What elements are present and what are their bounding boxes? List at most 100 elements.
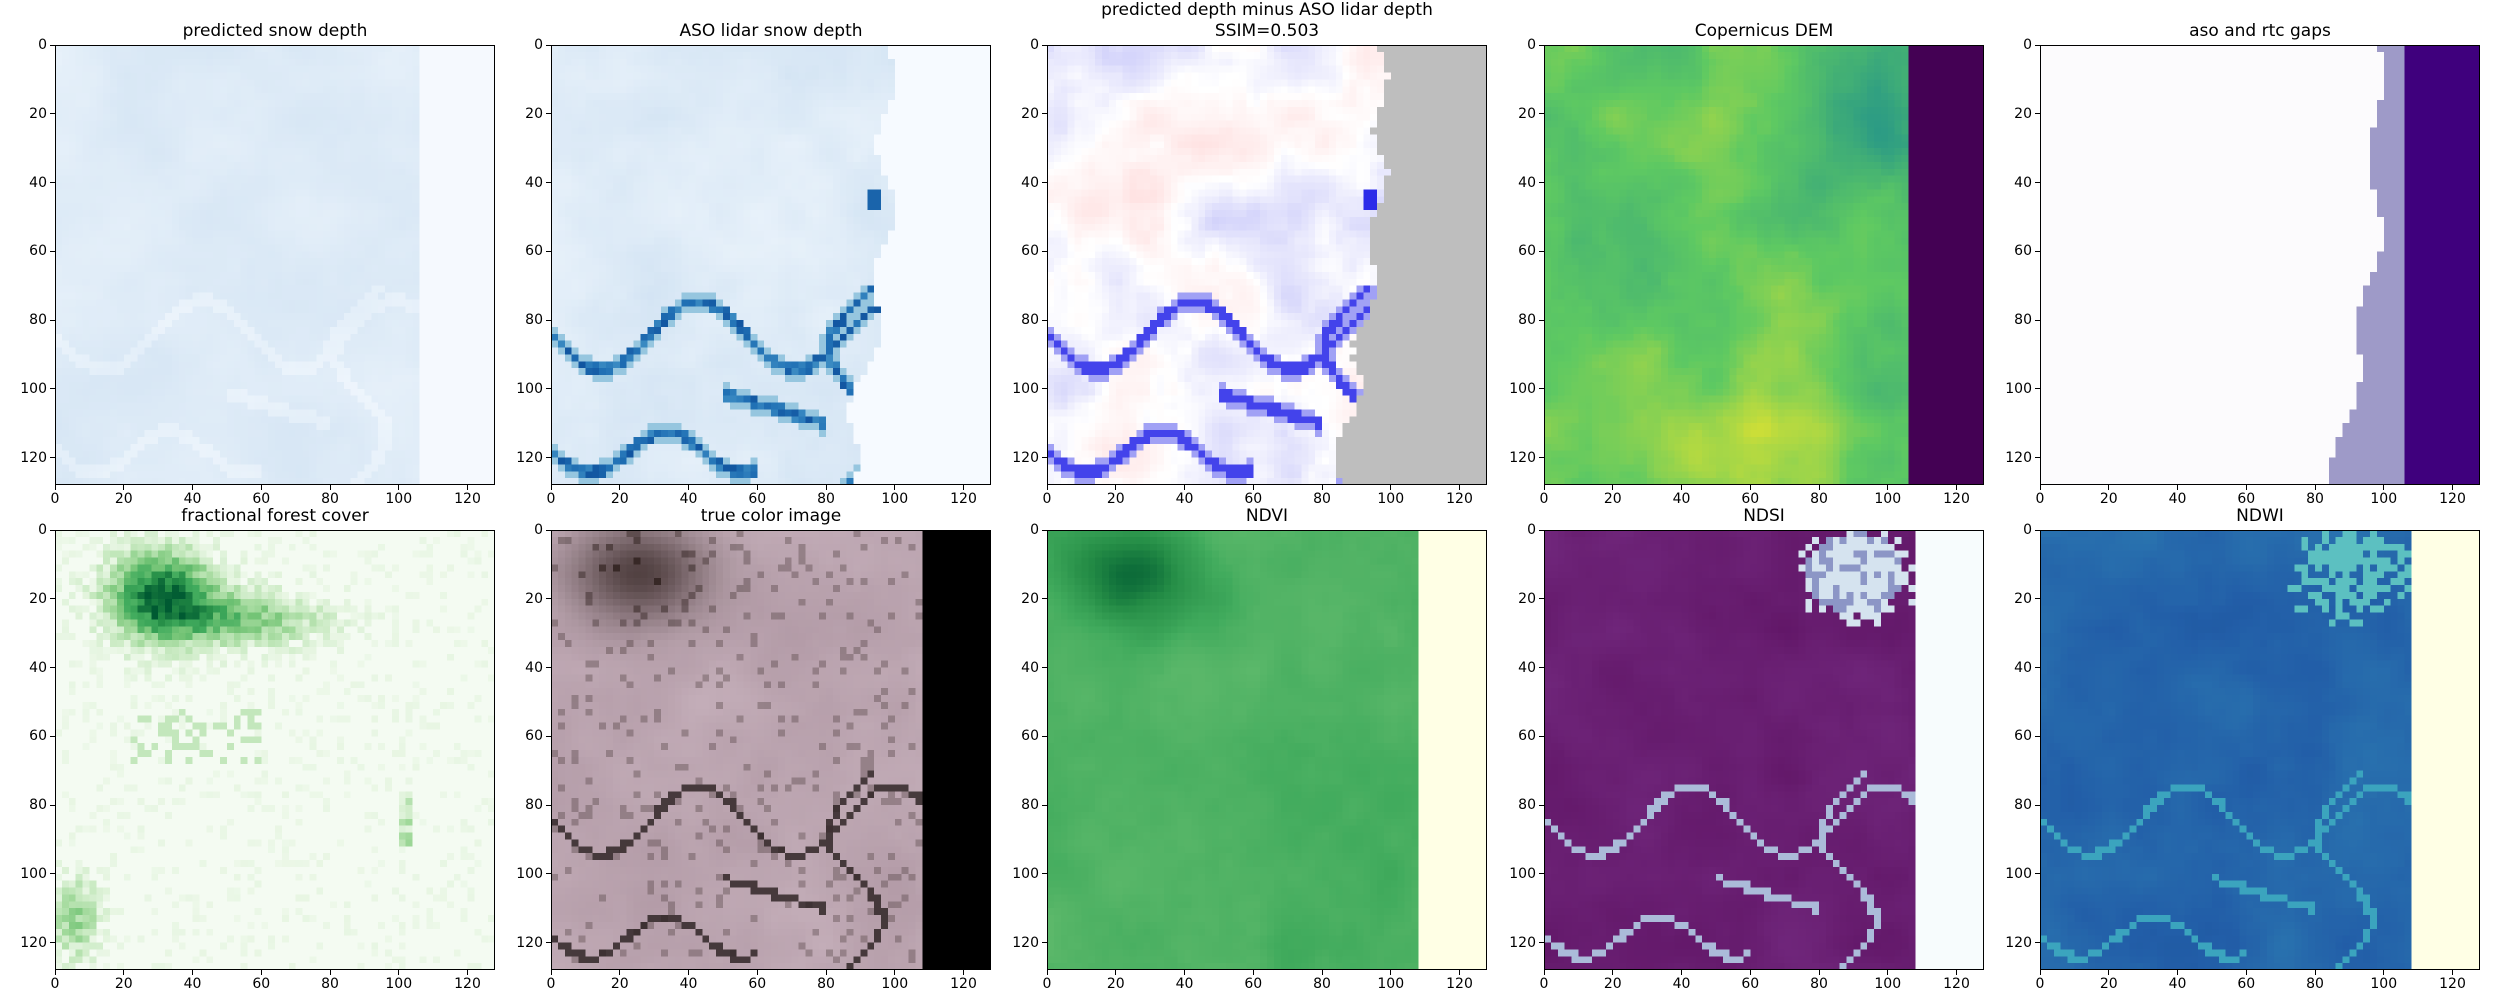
y-tick-label: 20 bbox=[1021, 592, 1039, 606]
y-tick-label: 120 bbox=[1509, 936, 1536, 950]
x-tick-label: 120 bbox=[1943, 492, 1970, 506]
x-tick-label: 20 bbox=[1107, 492, 1125, 506]
y-tick bbox=[2035, 182, 2040, 183]
x-tick-label: 120 bbox=[454, 492, 481, 506]
x-tick-label: 40 bbox=[1176, 977, 1194, 991]
y-tick-label: 100 bbox=[2005, 382, 2032, 396]
y-tick-label: 60 bbox=[1518, 244, 1536, 258]
y-tick bbox=[50, 113, 55, 115]
y-tick bbox=[546, 113, 551, 115]
x-tick-label: 0 bbox=[1540, 977, 1549, 991]
panel-aso-lidar-snow-depth bbox=[551, 45, 991, 485]
y-tick-label: 120 bbox=[516, 936, 543, 950]
x-tick bbox=[192, 485, 193, 490]
x-tick bbox=[1252, 970, 1254, 975]
x-tick bbox=[398, 970, 400, 975]
x-tick-label: 40 bbox=[184, 977, 202, 991]
x-tick bbox=[1543, 970, 1545, 975]
y-tick-label: 20 bbox=[29, 592, 47, 606]
x-tick bbox=[688, 485, 689, 490]
y-tick bbox=[1539, 182, 1544, 183]
y-tick bbox=[50, 319, 55, 321]
y-tick bbox=[546, 873, 551, 875]
x-tick-label: 120 bbox=[950, 977, 977, 991]
x-tick bbox=[2039, 485, 2041, 490]
x-tick bbox=[756, 485, 758, 490]
x-tick bbox=[2108, 485, 2110, 490]
heatmap-image bbox=[1544, 45, 1984, 485]
y-tick bbox=[50, 250, 55, 252]
x-tick-label: 120 bbox=[950, 492, 977, 506]
x-tick-label: 0 bbox=[1043, 977, 1052, 991]
x-tick-label: 120 bbox=[1943, 977, 1970, 991]
y-tick-label: 40 bbox=[1518, 661, 1536, 675]
x-tick-label: 20 bbox=[611, 492, 629, 506]
y-tick-label: 40 bbox=[1518, 176, 1536, 190]
x-tick bbox=[1115, 485, 1117, 490]
y-tick bbox=[1539, 529, 1544, 531]
y-tick bbox=[546, 804, 551, 806]
x-tick-label: 60 bbox=[2237, 492, 2255, 506]
x-tick-label: 20 bbox=[2100, 977, 2118, 991]
x-tick bbox=[1184, 970, 1185, 975]
y-tick-label: 60 bbox=[1021, 729, 1039, 743]
x-tick-label: 100 bbox=[2370, 977, 2397, 991]
y-tick-label: 20 bbox=[29, 107, 47, 121]
x-tick-label: 100 bbox=[1377, 492, 1404, 506]
y-tick-label: 20 bbox=[2014, 592, 2032, 606]
y-tick-label: 80 bbox=[525, 798, 543, 812]
y-tick bbox=[1042, 942, 1047, 943]
x-tick-label: 80 bbox=[1313, 977, 1331, 991]
y-tick bbox=[50, 457, 55, 458]
y-tick-label: 0 bbox=[1527, 38, 1536, 52]
panel-title: fractional forest cover bbox=[55, 506, 495, 526]
panel-aso-and-rtc-gaps bbox=[2040, 45, 2480, 485]
x-tick-label: 0 bbox=[2036, 492, 2045, 506]
y-tick bbox=[2035, 250, 2040, 252]
panel-title: aso and rtc gaps bbox=[2040, 21, 2480, 41]
y-tick bbox=[1042, 44, 1047, 46]
panel-title: true color image bbox=[551, 506, 991, 526]
x-tick bbox=[1956, 970, 1957, 975]
x-tick-label: 60 bbox=[748, 492, 766, 506]
x-tick-label: 60 bbox=[252, 977, 270, 991]
y-tick bbox=[1539, 804, 1544, 806]
x-tick bbox=[398, 485, 400, 490]
y-tick-label: 60 bbox=[525, 729, 543, 743]
y-tick-label: 80 bbox=[2014, 798, 2032, 812]
x-tick bbox=[2177, 485, 2178, 490]
y-tick bbox=[2035, 388, 2040, 390]
heatmap-image bbox=[551, 45, 991, 485]
y-tick bbox=[50, 598, 55, 600]
x-tick bbox=[550, 485, 552, 490]
y-tick-label: 40 bbox=[1021, 176, 1039, 190]
y-tick-label: 80 bbox=[29, 798, 47, 812]
x-tick bbox=[2245, 485, 2247, 490]
y-tick-label: 0 bbox=[38, 523, 47, 537]
y-tick-label: 20 bbox=[1021, 107, 1039, 121]
x-tick-label: 60 bbox=[748, 977, 766, 991]
y-tick bbox=[546, 598, 551, 600]
y-tick bbox=[2035, 735, 2040, 737]
y-tick-label: 120 bbox=[1012, 936, 1039, 950]
y-tick-label: 40 bbox=[2014, 661, 2032, 675]
y-tick bbox=[546, 44, 551, 46]
x-tick bbox=[467, 485, 468, 490]
y-tick-label: 100 bbox=[20, 867, 47, 881]
y-tick bbox=[2035, 942, 2040, 943]
x-tick bbox=[1390, 485, 1392, 490]
y-tick-label: 40 bbox=[29, 176, 47, 190]
y-tick-label: 120 bbox=[2005, 451, 2032, 465]
y-tick bbox=[546, 529, 551, 531]
y-tick bbox=[1539, 942, 1544, 943]
y-tick-label: 40 bbox=[29, 661, 47, 675]
y-tick-label: 0 bbox=[1527, 523, 1536, 537]
x-tick bbox=[1252, 485, 1254, 490]
y-tick-label: 20 bbox=[1518, 107, 1536, 121]
y-tick-label: 0 bbox=[2023, 38, 2032, 52]
x-tick-label: 100 bbox=[1874, 492, 1901, 506]
x-tick bbox=[192, 970, 193, 975]
x-tick bbox=[688, 970, 689, 975]
x-tick bbox=[1956, 485, 1957, 490]
panel-ndvi bbox=[1047, 530, 1487, 970]
